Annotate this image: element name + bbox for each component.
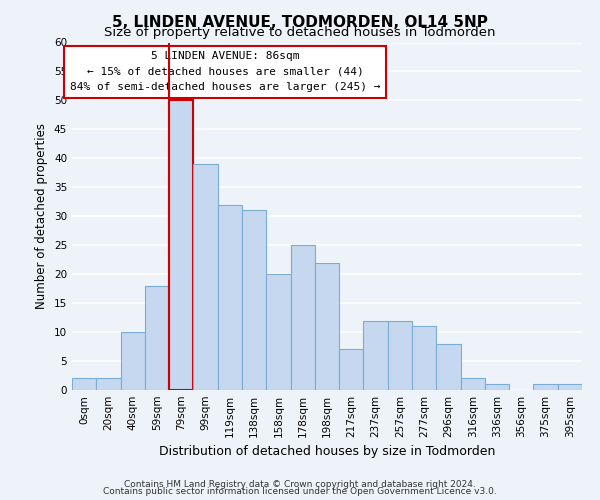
Bar xyxy=(121,332,145,390)
X-axis label: Distribution of detached houses by size in Todmorden: Distribution of detached houses by size … xyxy=(159,446,495,458)
Bar xyxy=(145,286,169,390)
Bar xyxy=(96,378,121,390)
Bar xyxy=(72,378,96,390)
Text: 5, LINDEN AVENUE, TODMORDEN, OL14 5NP: 5, LINDEN AVENUE, TODMORDEN, OL14 5NP xyxy=(112,15,488,30)
Bar xyxy=(193,164,218,390)
Bar xyxy=(388,320,412,390)
Text: 5 LINDEN AVENUE: 86sqm
← 15% of detached houses are smaller (44)
84% of semi-det: 5 LINDEN AVENUE: 86sqm ← 15% of detached… xyxy=(70,51,380,92)
Bar xyxy=(218,204,242,390)
Text: Contains HM Land Registry data © Crown copyright and database right 2024.: Contains HM Land Registry data © Crown c… xyxy=(124,480,476,489)
Text: Contains public sector information licensed under the Open Government Licence v3: Contains public sector information licen… xyxy=(103,487,497,496)
Bar xyxy=(266,274,290,390)
Bar xyxy=(290,245,315,390)
Text: Size of property relative to detached houses in Todmorden: Size of property relative to detached ho… xyxy=(104,26,496,39)
Bar xyxy=(364,320,388,390)
Bar xyxy=(485,384,509,390)
Bar xyxy=(242,210,266,390)
Bar xyxy=(533,384,558,390)
Bar xyxy=(461,378,485,390)
Y-axis label: Number of detached properties: Number of detached properties xyxy=(35,123,49,309)
Bar xyxy=(169,100,193,390)
Bar xyxy=(315,262,339,390)
Bar xyxy=(436,344,461,390)
Bar xyxy=(558,384,582,390)
Bar xyxy=(339,350,364,390)
Bar xyxy=(412,326,436,390)
